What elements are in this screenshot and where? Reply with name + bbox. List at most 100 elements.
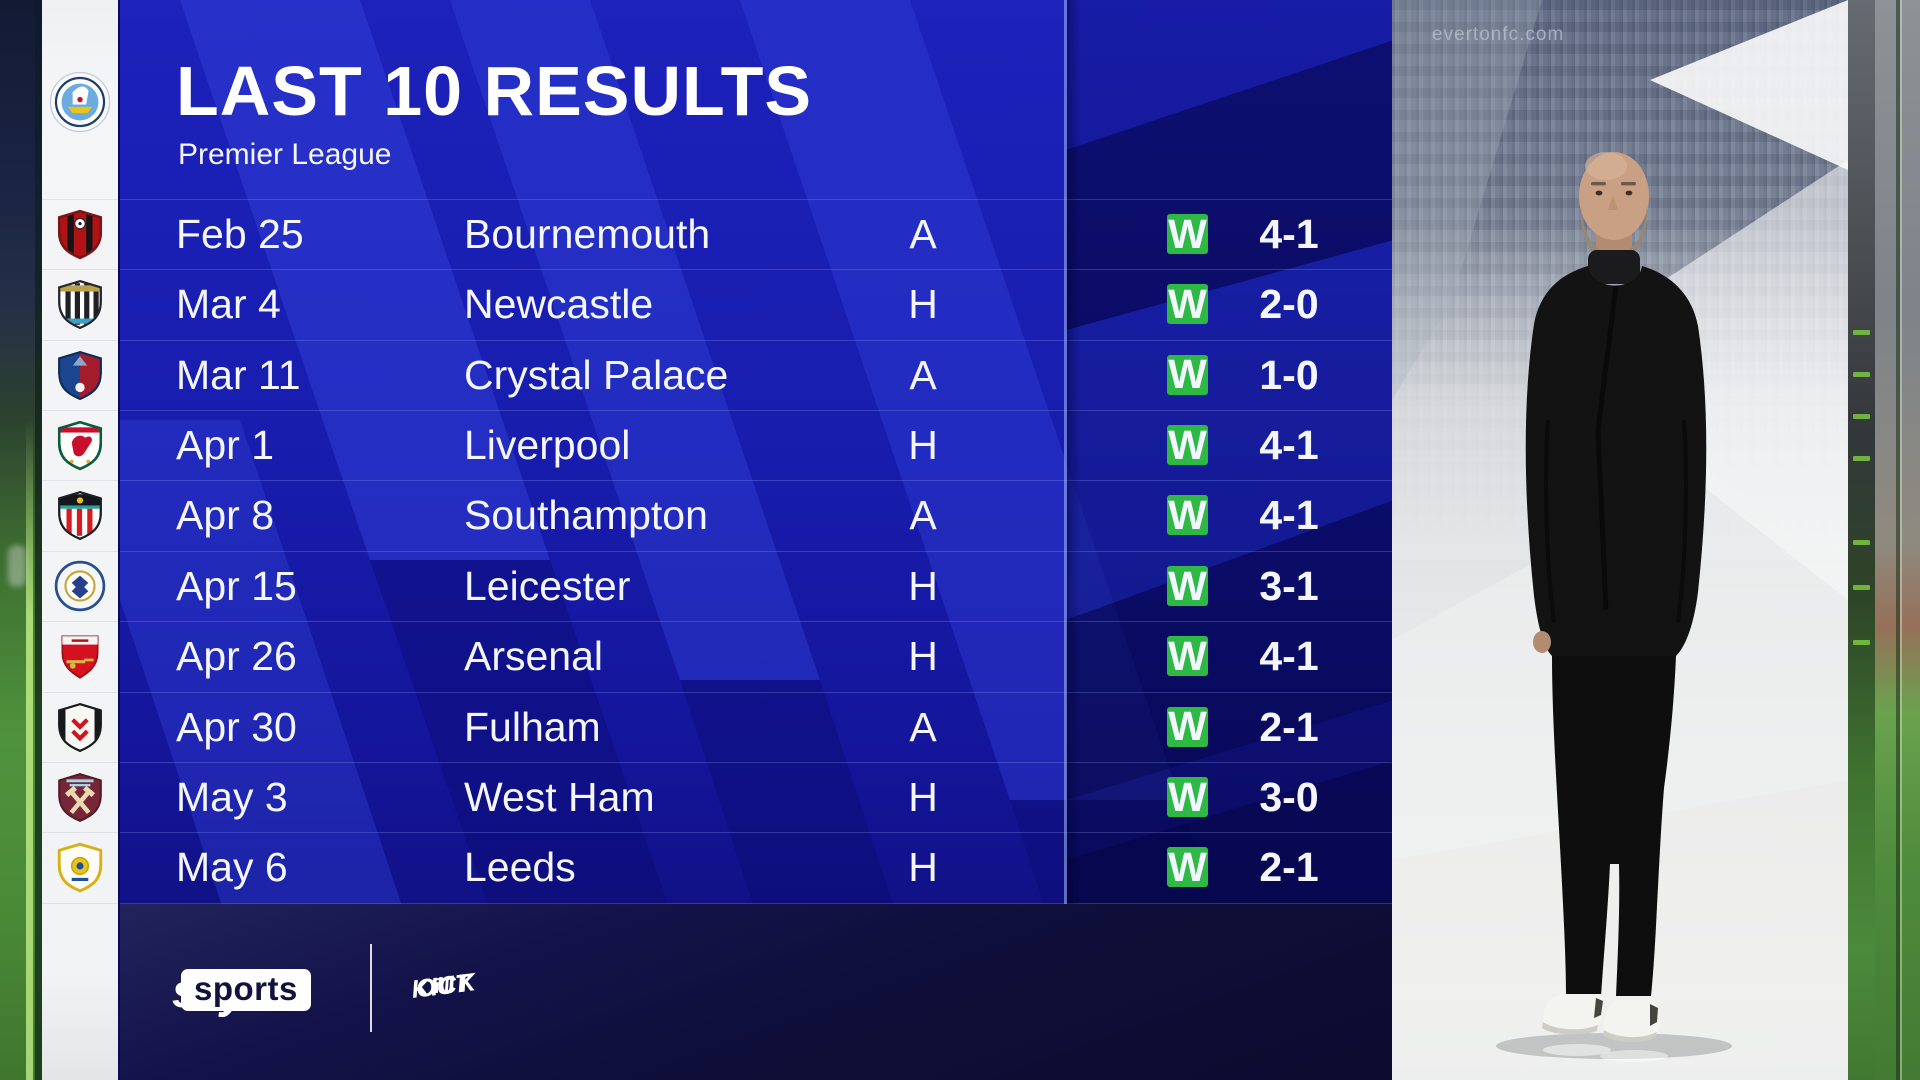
venue-indicator: H xyxy=(908,633,938,680)
pitch-highlight-stripe xyxy=(26,420,33,1080)
match-date: Mar 11 xyxy=(176,351,301,398)
result-badge-win: W xyxy=(1167,703,1208,750)
venue-indicator: A xyxy=(909,210,937,257)
venue-indicator: H xyxy=(908,774,938,820)
rail-cell-line xyxy=(42,832,118,834)
match-score: 3-0 xyxy=(1259,774,1319,820)
scoreboard-text-blur xyxy=(1853,456,1870,461)
frame-seam xyxy=(35,0,42,1080)
trousers xyxy=(1552,656,1676,996)
competition-label: Premier League xyxy=(178,138,392,171)
result-badge-win: W xyxy=(1167,844,1208,891)
result-badge-win: W xyxy=(1167,351,1208,398)
match-date: Apr 30 xyxy=(176,703,297,750)
scoreboard-text-blur xyxy=(1853,372,1870,377)
match-score: 4-1 xyxy=(1259,492,1319,539)
kick-it-out-line3: OUT xyxy=(414,968,474,1003)
page-title: LAST 10 RESULTS xyxy=(176,52,813,130)
result-row: Mar 4 Newcastle H W 2-0 xyxy=(120,269,1392,339)
club-badge-arsenal xyxy=(53,629,107,683)
row-divider-line xyxy=(120,269,1392,271)
match-score: 1-0 xyxy=(1259,351,1319,398)
match-date: Apr 1 xyxy=(176,422,274,468)
row-divider-line xyxy=(120,762,1392,763)
row-divider-line xyxy=(120,410,1392,411)
result-row: Apr 30 Fulham A W 2-1 xyxy=(120,692,1392,762)
opponent-name: Leicester xyxy=(464,562,631,609)
kick-it-out-logo: KICK iT OUT xyxy=(392,933,497,1040)
match-date: Apr 8 xyxy=(176,492,274,539)
match-date: May 3 xyxy=(176,774,288,820)
result-badge-win: W xyxy=(1167,421,1208,468)
result-row: Apr 26 Arsenal H W 4-1 xyxy=(120,621,1392,691)
club-badge-bournemouth xyxy=(53,207,107,261)
result-badge-win: W xyxy=(1167,773,1208,820)
result-row: Apr 1 Liverpool H W 4-1 xyxy=(120,410,1392,480)
opponent-name: West Ham xyxy=(464,774,655,820)
opponent-name: Newcastle xyxy=(464,281,654,328)
stadium-pitch-left-edge xyxy=(0,0,42,1080)
result-row: Apr 8 Southampton A W 4-1 xyxy=(120,480,1392,550)
manager-photo-panel: evertonfc.com xyxy=(1392,0,1848,1080)
result-row: Feb 25 Bournemouth A W 4-1 xyxy=(120,199,1392,269)
match-score: 2-1 xyxy=(1259,844,1319,891)
frame-seam-light xyxy=(1900,0,1902,1080)
footer-band xyxy=(120,904,1392,1080)
rail-cell-line xyxy=(42,762,118,763)
rail-cell-line xyxy=(42,269,118,271)
result-row: May 6 Leeds H W 2-1 xyxy=(120,832,1392,902)
row-divider-line xyxy=(120,902,1392,904)
pep-guardiola-figure xyxy=(1496,152,1732,1062)
logo-divider-line xyxy=(370,944,372,1032)
frame-seam-dark xyxy=(1896,0,1900,1080)
row-divider-line xyxy=(120,832,1392,834)
match-score: 4-1 xyxy=(1259,210,1319,257)
opponent-name: Crystal Palace xyxy=(464,351,729,398)
result-badge-win: W xyxy=(1167,210,1208,257)
club-badge-rail xyxy=(42,0,118,1080)
rail-cell-line xyxy=(42,410,118,411)
rail-cell-line xyxy=(42,339,118,341)
venue-indicator: A xyxy=(909,351,937,398)
row-divider-line xyxy=(120,691,1392,693)
rail-cell-line xyxy=(42,902,118,904)
row-divider-line xyxy=(120,339,1392,341)
club-badge-southampton xyxy=(53,488,107,542)
venue-indicator: H xyxy=(908,281,938,328)
scoreboard-text-blur xyxy=(1853,585,1870,590)
club-badge-fulham xyxy=(53,700,107,754)
match-date: Mar 4 xyxy=(176,281,281,328)
left-shoe xyxy=(1543,994,1604,1031)
column-divider-line xyxy=(1064,0,1067,904)
opponent-name: Southampton xyxy=(464,492,708,539)
club-badge-manchester-city xyxy=(48,70,112,134)
sports-logo-text: sports xyxy=(181,969,311,1011)
row-divider-line xyxy=(120,621,1392,623)
turtleneck-collar xyxy=(1588,250,1640,284)
stadium-pitch-right-edge xyxy=(1875,0,1920,1080)
club-badge-leicester xyxy=(53,559,107,613)
match-score: 2-0 xyxy=(1259,281,1319,328)
jacket xyxy=(1525,266,1707,656)
match-score: 4-1 xyxy=(1259,422,1319,468)
venue-indicator: H xyxy=(908,422,938,468)
match-score: 4-1 xyxy=(1259,633,1319,680)
rail-cell-line xyxy=(42,198,118,200)
match-date: Feb 25 xyxy=(176,210,304,257)
rail-cell-line xyxy=(42,691,118,693)
scoreboard-text-blur xyxy=(1853,414,1870,419)
club-badge-west-ham xyxy=(53,770,107,824)
match-score: 2-1 xyxy=(1259,703,1319,750)
column-divider-shadow xyxy=(1067,0,1081,904)
scoreboard-edge-strip xyxy=(1848,0,1875,1080)
result-row: May 3 West Ham H W 3-0 xyxy=(120,762,1392,832)
opponent-name: Bournemouth xyxy=(464,210,711,257)
venue-indicator: H xyxy=(908,562,938,609)
row-divider-line xyxy=(120,550,1392,552)
venue-indicator: A xyxy=(909,492,937,539)
row-divider-line xyxy=(120,480,1392,482)
result-row: Mar 11 Crystal Palace A W 1-0 xyxy=(120,340,1392,410)
scoreboard-text-blur xyxy=(1853,330,1870,335)
result-badge-win: W xyxy=(1167,280,1208,327)
